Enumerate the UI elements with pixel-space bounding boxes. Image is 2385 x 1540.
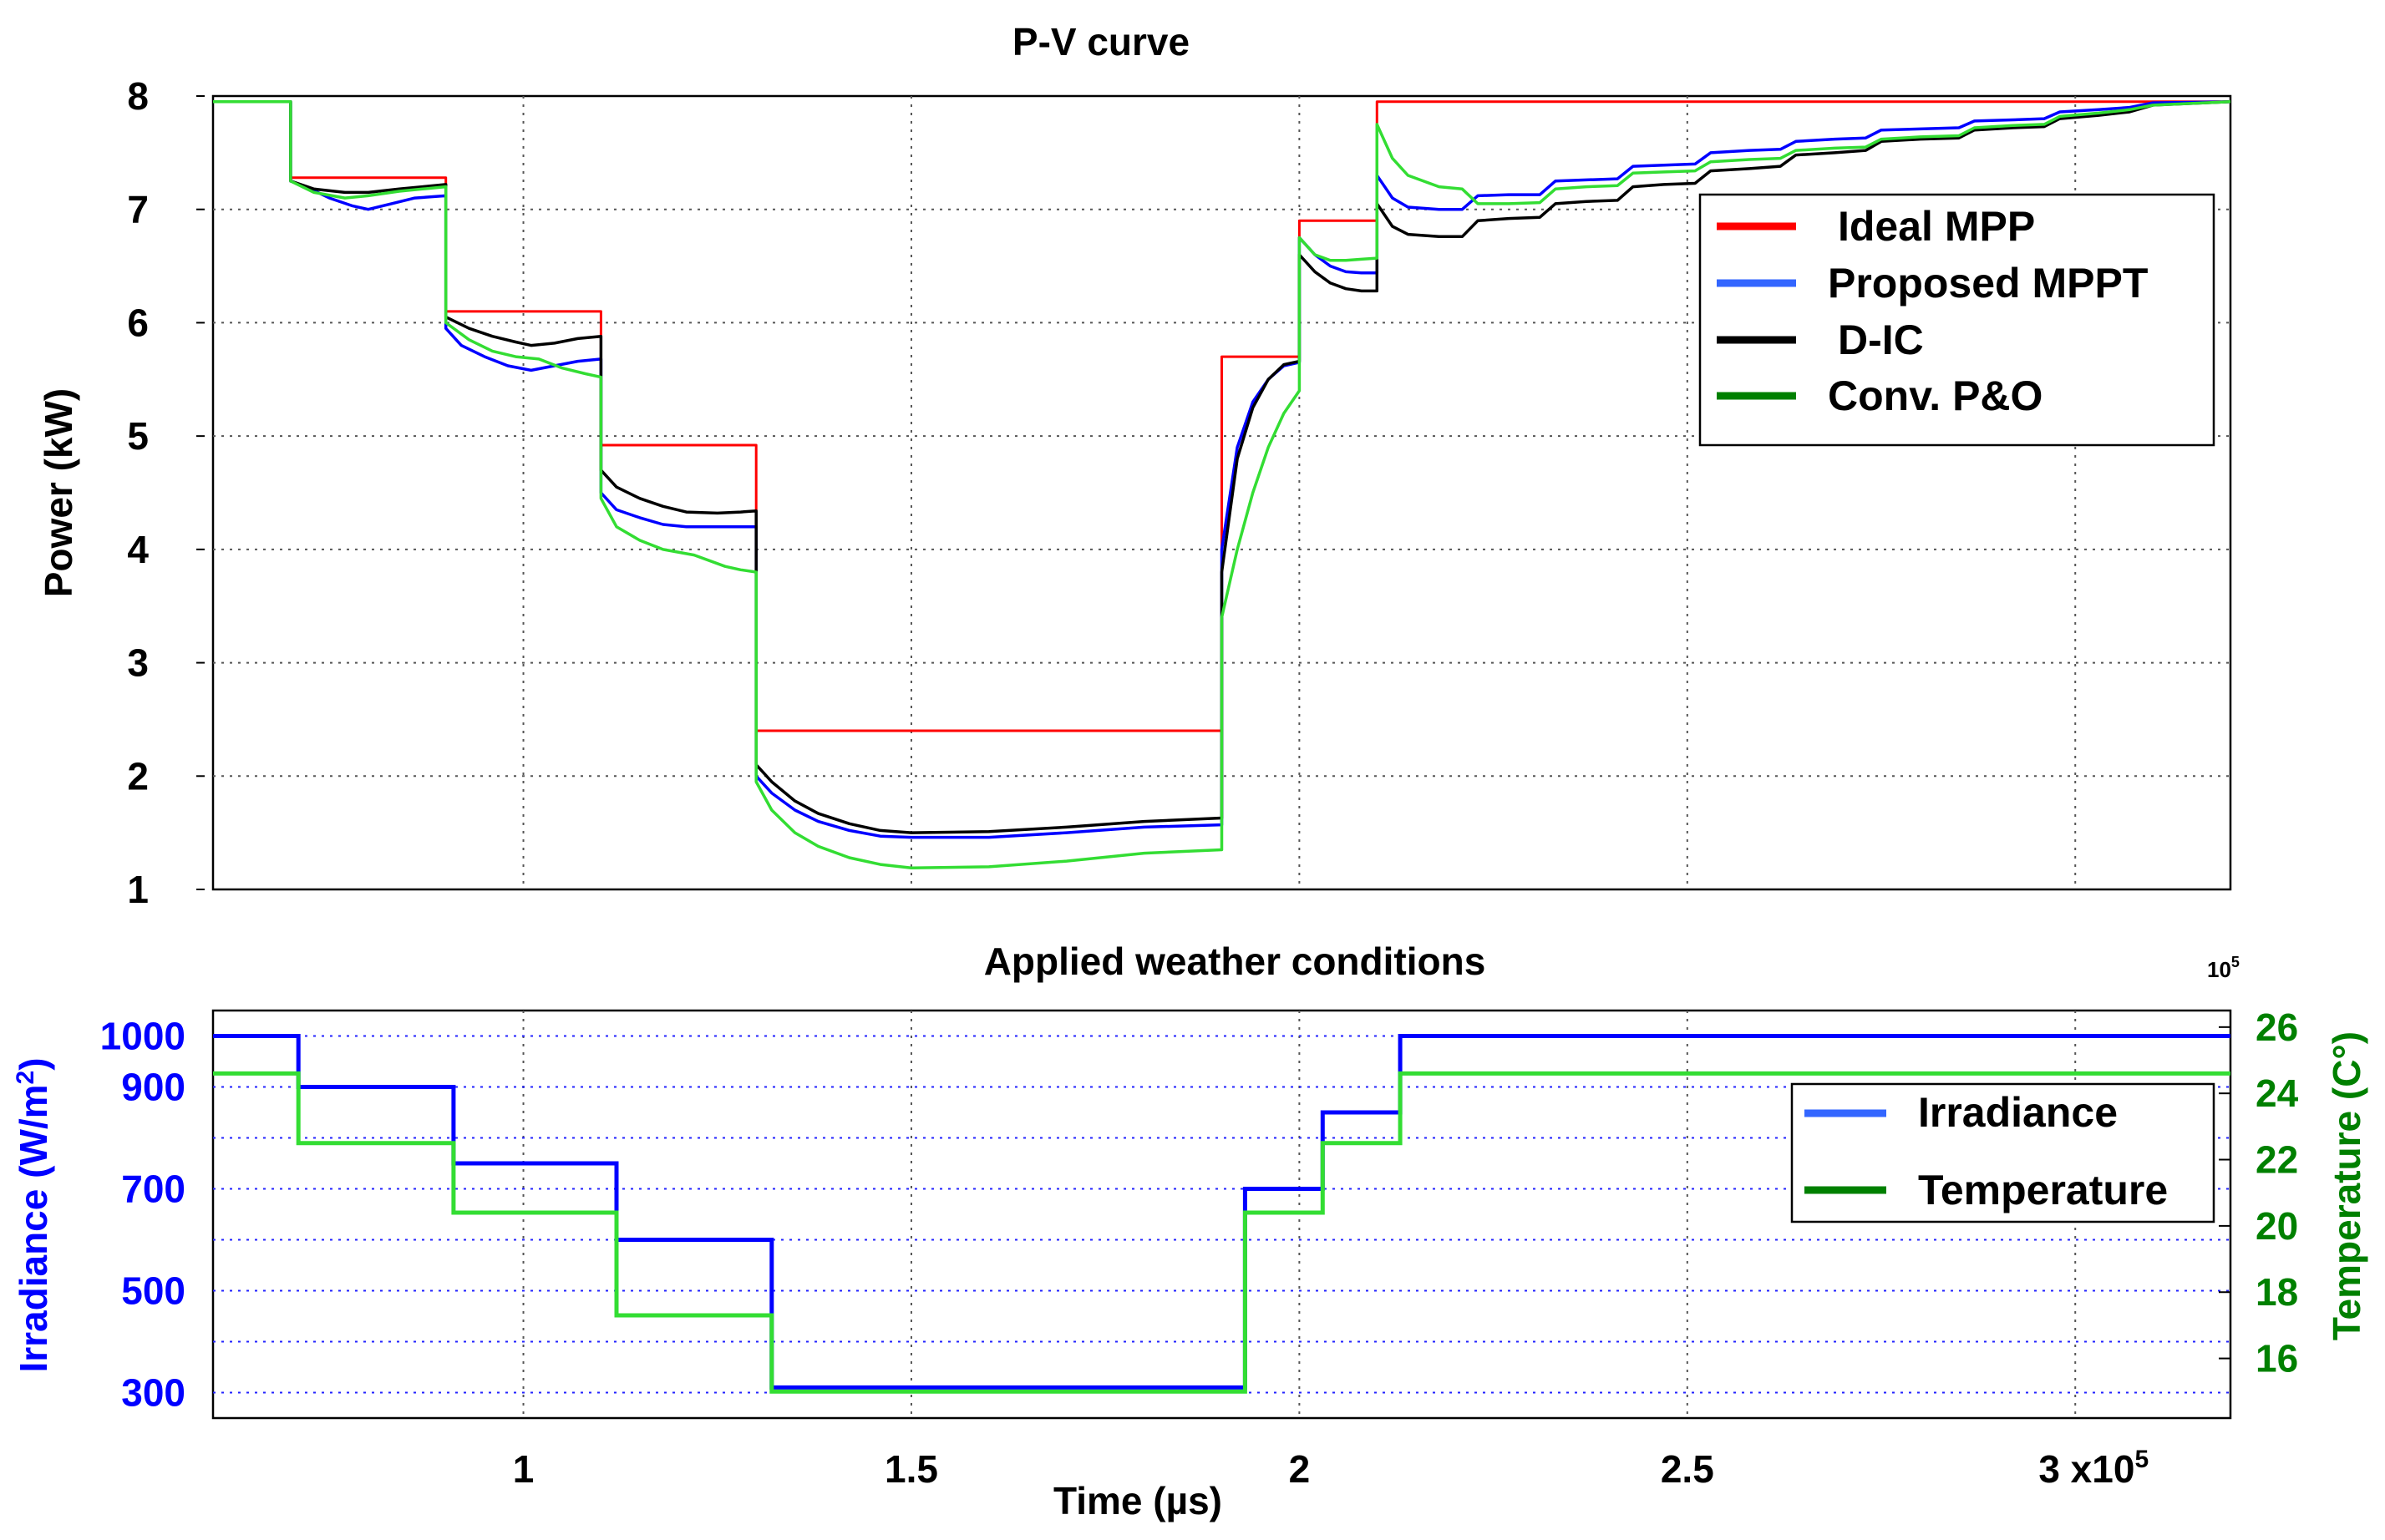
irradiance-tick-label-1000: 1000 [100,1015,185,1058]
pv-curve-chart: P-V curve 1 2 3 4 5 6 7 8 Power (kW) 105 Ideal … [37,20,2240,982]
time-tick-label-150000: 1.5 [885,1447,938,1491]
legend-label-proposed-mppt: Proposed MPPT [1828,260,2148,306]
pv-y-tick-label-2: 2 [127,754,149,798]
pv-y-tick-label-6: 6 [127,301,149,344]
temperature-y-ticks: 16 18 20 22 24 26 [2219,1006,2299,1380]
legend-label-ideal-mpp: Ideal MPP [1838,203,2035,250]
irradiance-tick-label-300: 300 [121,1371,185,1415]
time-tick-label-250000: 2.5 [1661,1447,1714,1491]
temperature-tick-label-18: 18 [2256,1270,2298,1314]
irradiance-y-ticks: 300 500 700 900 1000 [100,1015,185,1415]
time-tick-label-100000: 1 [513,1447,535,1491]
pv-series [213,100,2231,869]
weather-chart-title: Applied weather conditions [984,940,1486,983]
legend-label-conv-po: Conv. P&O [1828,372,2042,419]
pv-y-tick-label-3: 3 [127,641,149,685]
time-tick-exponent: 5 [2134,1446,2149,1473]
pv-y-tick-label-8: 8 [127,74,149,118]
time-x-ticks: 1 1.5 2 2.5 3 x105 [513,1446,2149,1491]
pv-y-axis-label: Power (kW) [37,388,80,597]
temperature-tick-label-16: 16 [2256,1337,2298,1380]
pv-legend-box [1698,193,2215,447]
pv-chart-title: P-V curve [1012,20,1190,63]
irradiance-tick-label-500: 500 [121,1269,185,1313]
legend-label-temperature: Temperature [1918,1167,2168,1213]
pv-y-ticks: 1 2 3 4 5 6 7 8 [127,74,205,911]
pv-series-d-ic [213,100,2231,834]
temperature-tick-label-26: 26 [2256,1006,2298,1049]
irradiance-y-axis-label: Irradiance (W/m2) [12,1057,55,1372]
time-x-axis-label: Time (µs) [1053,1479,1222,1522]
temperature-tick-label-22: 22 [2256,1138,2298,1182]
irradiance-tick-label-700: 700 [121,1168,185,1211]
pv-y-tick-label-7: 7 [127,188,149,231]
pv-multiplier-label: 105 [2207,954,2240,982]
weather-legend: Irradiance Temperature [1790,1082,2215,1223]
pv-legend: Ideal MPP Proposed MPPT D-IC Conv. P&O [1698,193,2215,447]
irradiance-tick-label-900: 900 [121,1066,185,1109]
weather-series-temperature [213,1071,2230,1394]
time-tick-label-200000: 2 [1289,1447,1311,1491]
legend-label-irradiance: Irradiance [1918,1089,2118,1136]
temperature-tick-label-20: 20 [2256,1204,2298,1248]
pv-y-tick-label-5: 5 [127,414,149,458]
temperature-tick-label-24: 24 [2256,1071,2299,1115]
weather-chart: Applied weather conditions 300 500 700 900 1… [12,940,2368,1522]
pv-y-tick-label-4: 4 [127,528,149,571]
pv-y-tick-label-1: 1 [127,868,149,911]
pv-series-conv-p-o [213,100,2231,869]
weather-legend-box [1790,1082,2215,1223]
weather-series [213,1034,2230,1394]
legend-label-d-ic: D-IC [1838,317,1924,363]
temperature-y-axis-label: Temperature (C°) [2325,1031,2368,1340]
time-tick-label-300000: 3 x105 [2038,1446,2149,1491]
